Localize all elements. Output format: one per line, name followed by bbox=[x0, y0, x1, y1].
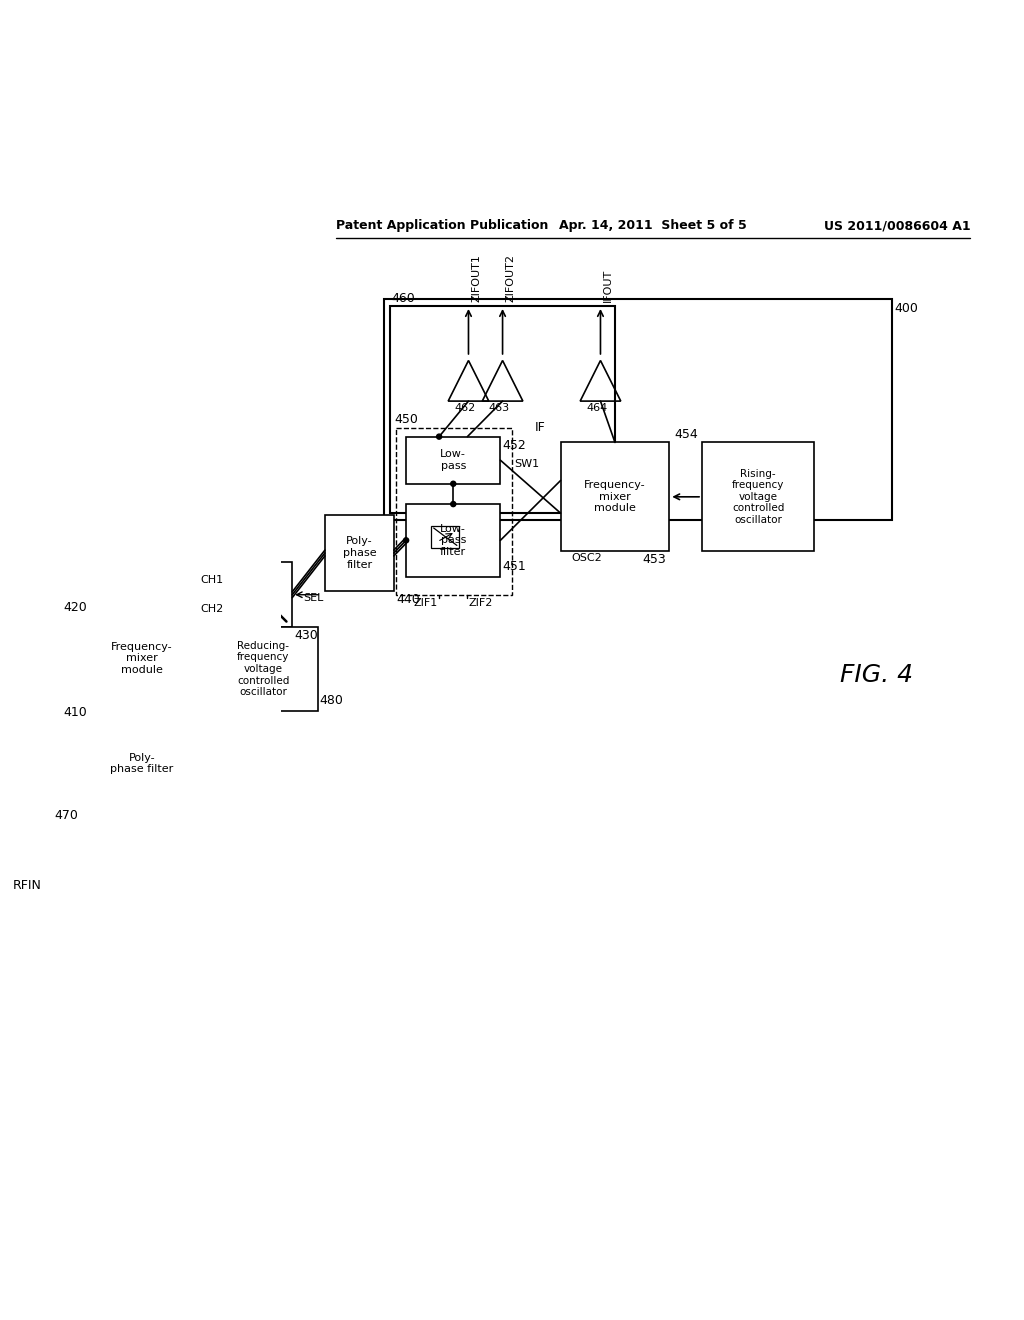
Text: ZIFOUT1: ZIFOUT1 bbox=[471, 255, 481, 302]
Text: 463: 463 bbox=[488, 404, 510, 413]
Circle shape bbox=[451, 502, 456, 507]
Bar bbox=[325, 515, 394, 591]
Text: 453: 453 bbox=[642, 553, 666, 566]
Text: 430: 430 bbox=[295, 628, 318, 642]
Text: Apr. 14, 2011  Sheet 5 of 5: Apr. 14, 2011 Sheet 5 of 5 bbox=[559, 219, 746, 232]
Bar bbox=[390, 306, 615, 512]
Bar bbox=[560, 442, 670, 552]
Text: 452: 452 bbox=[503, 438, 526, 451]
Text: ZIFOUT2: ZIFOUT2 bbox=[506, 255, 515, 302]
Text: 480: 480 bbox=[319, 694, 344, 708]
Text: 420: 420 bbox=[63, 602, 87, 614]
Text: ZIF1: ZIF1 bbox=[414, 598, 437, 609]
Text: 440: 440 bbox=[396, 593, 420, 606]
Text: 400: 400 bbox=[894, 302, 919, 315]
Text: US 2011/0086604 A1: US 2011/0086604 A1 bbox=[823, 219, 971, 232]
Bar bbox=[89, 616, 195, 700]
Bar bbox=[384, 298, 892, 520]
Bar bbox=[89, 722, 195, 805]
Text: ZIF2: ZIF2 bbox=[469, 598, 494, 609]
Circle shape bbox=[436, 434, 441, 440]
Text: Poly-
phase filter: Poly- phase filter bbox=[111, 752, 173, 774]
Text: RFIN: RFIN bbox=[13, 879, 42, 891]
Text: 451: 451 bbox=[503, 560, 526, 573]
Text: Reducing-
frequency
voltage
controlled
oscillator: Reducing- frequency voltage controlled o… bbox=[238, 642, 290, 697]
Text: IF: IF bbox=[535, 421, 546, 434]
Text: OSC2: OSC2 bbox=[571, 553, 602, 562]
Text: IFOUT: IFOUT bbox=[603, 269, 613, 302]
Bar bbox=[209, 627, 317, 710]
Text: 450: 450 bbox=[394, 413, 419, 426]
Text: Frequency-
mixer
module: Frequency- mixer module bbox=[111, 642, 173, 675]
Text: 464: 464 bbox=[586, 404, 607, 413]
Text: Poly-
phase
filter: Poly- phase filter bbox=[342, 536, 376, 570]
Text: CH2: CH2 bbox=[200, 605, 223, 614]
Text: 454: 454 bbox=[675, 428, 698, 441]
Text: Low-
pass
filter: Low- pass filter bbox=[440, 524, 466, 557]
Bar bbox=[396, 428, 512, 595]
Text: CH1: CH1 bbox=[201, 576, 223, 585]
Text: 470: 470 bbox=[54, 809, 78, 822]
Text: Patent Application Publication: Patent Application Publication bbox=[336, 219, 548, 232]
Text: SW1: SW1 bbox=[514, 459, 540, 469]
Bar bbox=[431, 525, 459, 548]
Bar bbox=[407, 437, 501, 483]
Text: Frequency-
mixer
module: Frequency- mixer module bbox=[584, 480, 646, 513]
Text: 462: 462 bbox=[455, 404, 475, 413]
Text: SEL: SEL bbox=[303, 594, 324, 603]
Circle shape bbox=[451, 482, 456, 486]
Bar bbox=[702, 442, 814, 552]
Bar bbox=[227, 562, 292, 627]
Text: 410: 410 bbox=[63, 706, 87, 719]
Circle shape bbox=[403, 537, 409, 543]
Text: FIG. 4: FIG. 4 bbox=[840, 663, 912, 686]
Text: 460: 460 bbox=[391, 292, 416, 305]
Bar bbox=[407, 504, 501, 577]
Text: Low-
pass: Low- pass bbox=[440, 449, 466, 471]
Text: Rising-
frequency
voltage
controlled
oscillator: Rising- frequency voltage controlled osc… bbox=[732, 469, 784, 525]
